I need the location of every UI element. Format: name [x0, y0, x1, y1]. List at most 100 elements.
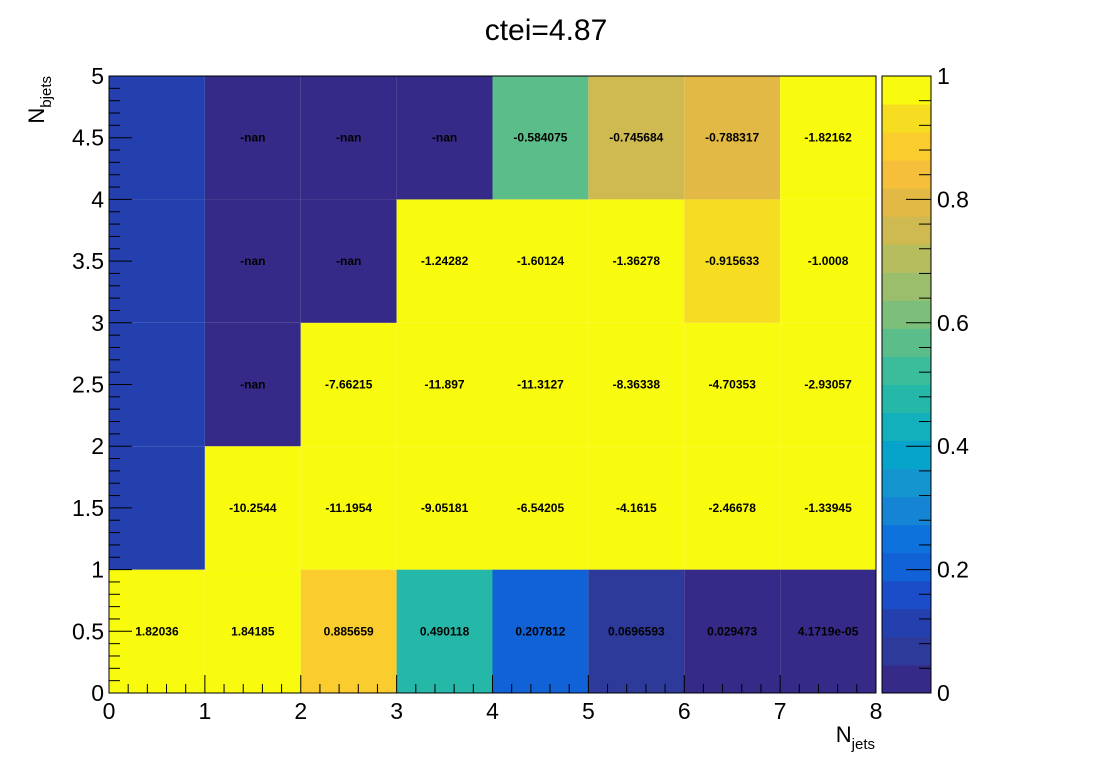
heatmap-cell-label: -nan — [240, 131, 265, 145]
heatmap-cell-label: -1.33945 — [804, 501, 852, 515]
heatmap-cell-label: -4.1615 — [616, 501, 657, 515]
heatmap-cell-label: -1.24282 — [421, 254, 469, 268]
heatmap-cell-label: -0.788317 — [705, 131, 759, 145]
heatmap-cell-label: -nan — [336, 131, 361, 145]
y-tick-label: 4.5 — [72, 125, 104, 151]
heatmap-cell — [588, 446, 685, 570]
y-axis-title-main: N — [24, 108, 49, 124]
heatmap-cell-label: 0.885659 — [324, 624, 374, 638]
y-tick-label: 4 — [91, 186, 104, 212]
heatmap-cell — [204, 76, 301, 200]
heatmap-cell — [396, 446, 493, 570]
heatmap-cell-label: -11.1954 — [325, 501, 372, 515]
heatmap-cell-labels: 1.82036 1.84185 0.885659 0.490118 0.207812 0.… — [135, 131, 859, 639]
heatmap-cell — [300, 446, 397, 570]
heatmap-cell-label: 0.490118 — [420, 624, 470, 638]
heatmap-cell — [300, 199, 397, 323]
heatmap-cell — [300, 322, 397, 447]
color-scale-tick-label: 0.8 — [937, 186, 969, 212]
heatmap-cell-label: -1.36278 — [613, 254, 661, 268]
heatmap-cell-label: 4.1719e-05 — [798, 624, 859, 638]
color-scale-swatch — [882, 664, 931, 694]
y-tick-label: 5 — [91, 63, 104, 89]
y-axis-title: Nbjets — [24, 76, 55, 124]
heatmap-cell — [684, 322, 781, 447]
heatmap-cell — [588, 569, 685, 693]
x-tick-label: 1 — [198, 698, 211, 724]
heatmap-cell-label: -nan — [336, 254, 361, 268]
heatmap-cells — [109, 76, 876, 693]
x-tick-label: 2 — [294, 698, 307, 724]
heatmap-cell — [204, 199, 301, 323]
heatmap-cell — [780, 322, 876, 447]
heatmap-cell — [492, 446, 589, 570]
chart-title: ctei=4.87 — [485, 14, 608, 47]
heatmap-cell-label: -11.3127 — [517, 378, 564, 392]
y-tick-label: 2 — [91, 433, 104, 459]
color-scale-swatch — [882, 76, 931, 105]
color-scale-swatch — [882, 328, 931, 357]
color-scale-swatch — [882, 188, 931, 217]
heatmap-cell — [204, 569, 301, 693]
heatmap-cell-label: -nan — [240, 378, 265, 392]
color-scale-swatch — [882, 300, 931, 329]
heatmap-cell — [300, 76, 397, 200]
y-tick-label: 3 — [91, 310, 104, 336]
x-tick-label: 0 — [103, 698, 116, 724]
color-scale-swatch — [882, 412, 931, 442]
heatmap-cell — [396, 199, 493, 323]
heatmap-cell — [204, 322, 301, 447]
heatmap-cell — [396, 569, 493, 693]
color-scale-swatch — [882, 608, 931, 638]
heatmap-cell — [492, 199, 589, 323]
heatmap-cell — [492, 322, 589, 447]
heatmap-cell-label: -nan — [432, 131, 457, 145]
color-scale-swatch — [882, 440, 931, 470]
heatmap-cell-label: -1.60124 — [517, 254, 565, 268]
heatmap-cell-label: -10.2544 — [229, 501, 277, 515]
heatmap-cell-label: -1.0008 — [808, 254, 849, 268]
color-scale-swatch — [882, 272, 931, 301]
heatmap-cell — [492, 569, 589, 693]
heatmap-cell-label: 1.84185 — [231, 624, 275, 638]
x-tick-label: 6 — [678, 698, 691, 724]
heatmap-cell-label: -11.897 — [425, 378, 465, 392]
x-axis-title-main: N — [836, 722, 852, 747]
color-scale-tick-label: 0.4 — [937, 433, 969, 459]
color-scale-swatch — [882, 104, 931, 133]
color-scale-tick-label: 1 — [937, 63, 950, 89]
color-scale-swatch — [882, 524, 931, 554]
y-tick-label: 2.5 — [72, 372, 104, 398]
heatmap-cell-label: -9.05181 — [421, 501, 469, 515]
heatmap-cell-label: -2.93057 — [804, 378, 852, 392]
heatmap-cell — [588, 199, 685, 323]
color-scale-swatch — [882, 580, 931, 610]
y-axis-title-sub: bjets — [38, 76, 55, 108]
color-scale-swatch — [882, 132, 931, 161]
heatmap-cell — [492, 76, 589, 200]
heatmap-cell-label: -0.915633 — [705, 254, 759, 268]
x-tick-label: 7 — [774, 698, 787, 724]
heatmap-cell — [780, 76, 876, 200]
color-scale-swatch — [882, 552, 931, 582]
heatmap-cell — [780, 446, 876, 570]
y-tick-label: 0 — [91, 680, 104, 706]
heatmap-cell — [684, 76, 781, 200]
heatmap-cell-label: 0.207812 — [515, 624, 565, 638]
x-tick-label: 4 — [486, 698, 499, 724]
heatmap-cell — [588, 76, 685, 200]
color-scale-swatch — [882, 356, 931, 385]
heatmap-cell-label: -6.54205 — [517, 501, 565, 515]
heatmap-cell — [396, 322, 493, 447]
y-tick-label: 1 — [91, 557, 104, 583]
heatmap-cell-label: 1.82036 — [135, 624, 179, 638]
color-scale-tick-label: 0.2 — [937, 557, 969, 583]
color-scale-swatch — [882, 468, 931, 498]
y-tick-label: 0.5 — [72, 618, 104, 644]
heatmap-cell-label: -2.46678 — [709, 501, 757, 515]
heatmap-cell-label: 0.0696593 — [608, 624, 665, 638]
heatmap-cell — [780, 199, 876, 323]
heatmap-cell-label: -1.82162 — [804, 131, 852, 145]
heatmap-cell-label: -nan — [240, 254, 265, 268]
color-scale-tick-label: 0 — [937, 680, 950, 706]
